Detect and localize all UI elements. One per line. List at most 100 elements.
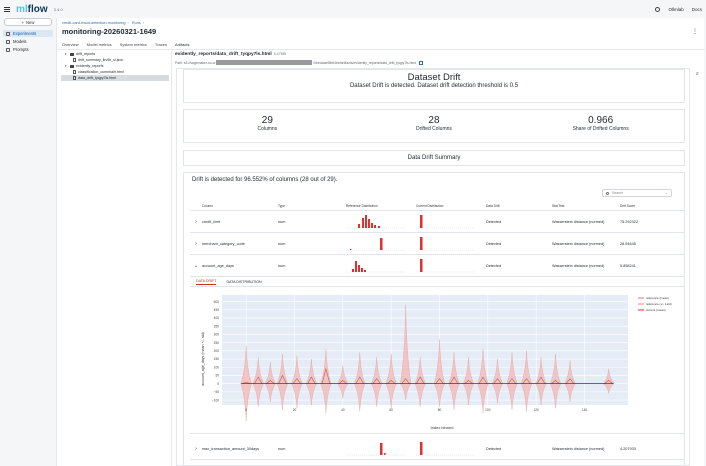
cell-stat-test: Wasserstein distance (normed) [552,263,605,268]
legend-entry[interactable]: reference (mean) [646,296,669,300]
cell-type: num [278,263,286,268]
plus-icon: + [21,19,25,25]
tab-data-drift[interactable]: DATA DRIFT [196,278,217,285]
sidebar-item-models[interactable]: Models [3,38,53,45]
table-row[interactable]: › max_transaction_amount_30days num Dete… [190,438,684,460]
report-subtitle: Dataset Drift is detected. Dataset drift… [349,83,519,89]
y-tick-label: −100 [212,398,219,402]
models-icon [6,39,10,44]
legend-entry[interactable]: current (mean) [646,308,666,312]
reference-histogram [346,443,406,456]
reference-histogram [346,238,406,251]
x-tick-label: 0 [245,408,247,412]
artifact-path-prefix: Path: s3://sagemaker-us-w [175,60,216,65]
summary-title: Data Drift Summary [407,155,461,161]
x-axis-label: Index binned [431,425,454,430]
stat-drifted-columns: 28 Drifted Columns [354,115,514,132]
page-title: monitoring-20260321-1649 [62,27,157,36]
cell-stat-test: Wasserstein distance (normed) [552,219,605,224]
breadcrumb-runs[interactable]: Runs [131,21,141,25]
report-title: Dataset Drift [407,72,461,83]
artifact-path: Path: s3://sagemaker-us-w 0/bedaae98bf4b… [175,60,423,65]
file-icon [73,70,76,74]
stat-label: Share of Drifted Columns [572,126,629,132]
stat-share-drifted: 0.966 Share of Drifted Columns [521,115,681,132]
table-header: Column Type Reference Distribution Curre… [190,201,684,211]
breadcrumb-experiment[interactable]: credit-card-fraud-detection-monitoring [62,21,126,25]
tree-folder-evidently-reports[interactable]: ▾ evidently_reports [61,63,169,69]
new-button[interactable]: + New [4,18,52,26]
cell-type: num [278,446,286,451]
docs-link[interactable]: Docs [691,6,702,12]
account-link[interactable]: Ollmlab [668,6,684,12]
stats-card: 29 Columns 28 Drifted Columns 0.966 Shar… [183,109,685,143]
table-row[interactable]: ⌄ account_age_days num Detected Wasserst… [190,255,684,277]
drift-plot[interactable]: −100 −50 0 50 100 150 200 250 300 350 400 450 500 0 20… [190,287,684,433]
tab-data-distribution[interactable]: DATA DISTRIBUTION [226,279,262,284]
table-row[interactable]: › merchant_category_code num Detected Wa… [190,233,684,255]
tab-system-metrics[interactable]: System metrics [119,42,147,47]
expand-icon[interactable]: ⇵ [695,71,699,76]
report-frame[interactable]: Dataset Drift Dataset Drift is detected.… [176,68,690,466]
tab-model-metrics[interactable]: Model metrics [86,42,112,47]
current-histogram [416,442,476,456]
sidebar-item-label: Prompts [13,47,29,52]
header-column[interactable]: Column [202,203,213,208]
sidebar: + New Experiments Models Prompts [0,18,56,466]
artifact-viewer: evidently_reports/data_drift_tyqpy7ls.ht… [171,51,701,466]
tree-file-classification[interactable]: classification_ocmnhaih.html [61,69,169,75]
artifact-name: evidently_reports/data_drift_tyqpy7ls.ht… [175,52,272,57]
cell-stat-test: Wasserstein distance (normed) [552,446,605,451]
tab-traces[interactable]: Traces [154,42,167,47]
mlflow-logo[interactable]: mlflow [16,3,48,15]
more-options-icon[interactable]: ⋮ [692,29,698,35]
current-histogram [416,259,476,273]
chevron-right-icon[interactable]: › [195,218,197,225]
artifact-tree: ▾ drift_reports drift_summary_lkv9b_sl.j… [61,51,169,81]
cell-drift-score: 28.54645 [620,241,636,246]
stat-label: Drifted Columns [416,126,452,132]
y-tick-label: 150 [214,357,220,361]
header-current-distribution: Current Distribution [416,203,444,208]
summary-title-card: Data Drift Summary [183,150,685,166]
y-tick-label: 500 [214,300,220,304]
header-type[interactable]: Type [278,203,285,208]
tree-folder-drift-reports[interactable]: ▾ drift_reports [61,51,169,57]
tab-overview[interactable]: Overview [62,42,79,47]
header-data-drift[interactable]: Data Drift [486,203,500,208]
drift-chart-svg[interactable]: −100 −50 0 50 100 150 200 250 300 350 400 450 500 0 20… [190,287,684,433]
tree-file-data-drift[interactable]: data_drift_tyqpy7ls.html [61,75,169,81]
artifact-path-suffix: 0/bedaae98bf4be/artifacts/evidently_repo… [313,60,417,65]
y-tick-label: 450 [214,308,220,312]
chevron-right-icon[interactable]: › [195,240,197,247]
y-tick-label: 50 [215,374,219,378]
sidebar-item-experiments[interactable]: Experiments [3,30,53,37]
legend-entry[interactable]: reference (+/- 1std) [646,302,672,306]
chevron-down-icon[interactable]: ⌄ [193,262,199,269]
breadcrumb: credit-card-fraud-detection-monitoring › … [62,21,144,25]
tree-file-drift-summary[interactable]: drift_summary_lkv9b_sl.json [61,57,169,63]
x-tick-label: 80 [438,408,442,412]
header-drift-score[interactable]: Drift Score [620,203,636,208]
stat-value: 29 [261,115,273,126]
current-histogram [416,215,476,229]
y-tick-label: 200 [214,349,220,353]
table-row[interactable]: › credit_limit num Detected Wasserstein … [190,211,684,233]
new-button-label: New [26,19,35,25]
copy-icon[interactable] [419,60,423,65]
settings-icon[interactable] [655,6,661,12]
cell-data-drift: Detected [486,263,502,268]
search-input[interactable]: Search ⌄ [602,189,672,197]
cell-drift-score: 5.858241 [620,263,636,268]
chevron-right-icon[interactable]: › [195,445,197,452]
caret-down-icon: ▾ [65,52,67,56]
sidebar-item-prompts[interactable]: Prompts [3,46,53,53]
stat-value: 28 [428,115,440,126]
artifact-size: 5.47MB [273,52,286,56]
cell-stat-test: Wasserstein distance (normed) [552,241,605,246]
artifact-title: evidently_reports/data_drift_tyqpy7ls.ht… [175,52,286,57]
menu-icon[interactable] [4,6,10,12]
header-stat-test[interactable]: Stat Test [552,203,565,208]
std-band [603,368,615,394]
tree-label: drift_summary_lkv9b_sl.json [78,58,124,62]
